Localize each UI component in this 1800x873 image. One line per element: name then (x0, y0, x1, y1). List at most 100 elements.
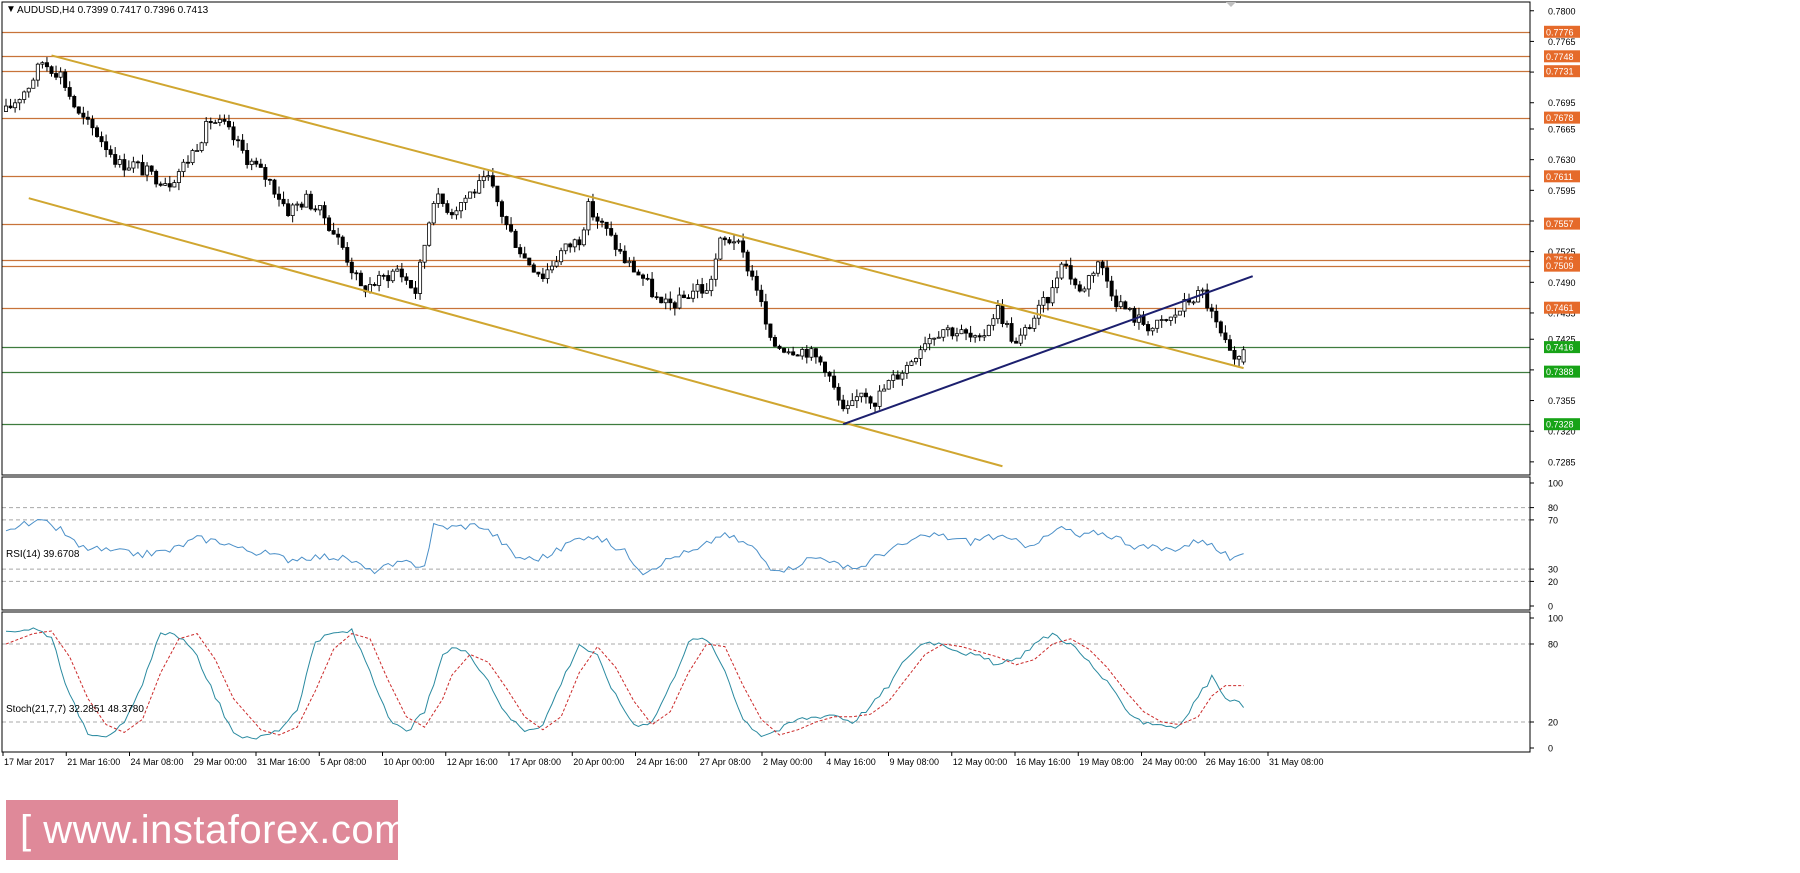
candle-body (463, 197, 468, 203)
candle-body (727, 239, 732, 244)
candle-body (254, 160, 259, 165)
shift-marker-icon (1226, 2, 1236, 7)
candle-body (13, 102, 18, 109)
candle-body (436, 193, 441, 204)
candle-body (668, 298, 673, 304)
candle-body (240, 139, 245, 151)
candle-body (1218, 321, 1223, 334)
candle-body (126, 167, 131, 171)
candle-body (600, 220, 605, 223)
candle-body (167, 183, 172, 188)
candle-body (8, 105, 13, 109)
candle-body (1177, 310, 1182, 316)
candle-body (327, 217, 332, 231)
candle-body (236, 139, 241, 142)
candle-body (659, 296, 664, 304)
candle-body (185, 161, 190, 164)
candle-body (741, 240, 746, 253)
candle-body (395, 268, 400, 272)
time-axis-label: 31 May 08:00 (1269, 757, 1324, 767)
candle-body (108, 149, 113, 155)
candle-body (927, 338, 932, 345)
candle-body (308, 193, 313, 210)
candle-body (609, 228, 614, 236)
candle-body (918, 349, 923, 359)
candle-body (172, 182, 177, 188)
levels-layer (2, 31, 1530, 426)
candle-body (1055, 277, 1060, 289)
candle-body (336, 233, 341, 238)
candle-body (1009, 323, 1014, 342)
candle-body (832, 375, 837, 388)
candle-body (700, 284, 705, 294)
candle-body (1182, 299, 1187, 312)
candle-body (1146, 324, 1151, 332)
candle-body (422, 244, 427, 263)
candle-body (331, 230, 336, 235)
candle-body (427, 222, 432, 246)
candle-body (854, 396, 859, 402)
time-axis-label: 5 Apr 08:00 (320, 757, 366, 767)
candle-body (713, 258, 718, 280)
candle-body (836, 386, 841, 401)
rsi-title: RSI(14) 39.6708 (6, 549, 80, 560)
candle-body (1050, 287, 1055, 304)
candle-body (113, 154, 118, 165)
candle-body (1227, 339, 1232, 351)
panel-frames (1, 1, 1531, 753)
candle-body (823, 361, 828, 373)
price-axis-label: 0.7490 (1548, 278, 1576, 288)
candle-body (40, 62, 45, 65)
candle-body (550, 265, 555, 271)
candle-body (81, 112, 86, 118)
time-axis-label: 12 May 00:00 (953, 757, 1008, 767)
level-price-label: 0.7328 (1546, 420, 1574, 430)
candle-body (950, 327, 955, 337)
price-axis-label: 0.7355 (1548, 396, 1576, 406)
candle-body (1000, 305, 1005, 325)
candle-body (249, 160, 254, 165)
candle-body (272, 179, 277, 195)
price-axis-label: 0.7525 (1548, 247, 1576, 257)
candle-body (627, 260, 632, 264)
candle-body (1005, 323, 1010, 325)
candle-body (618, 249, 623, 252)
candle-body (477, 180, 482, 194)
time-axis-label: 26 May 16:00 (1206, 757, 1261, 767)
level-price-tag (1544, 301, 1580, 314)
time-axis-label: 29 Mar 00:00 (194, 757, 247, 767)
time-axis-label: 17 Mar 2017 (4, 757, 55, 767)
candle-body (1114, 295, 1119, 308)
candle-body (195, 150, 200, 152)
candle-body (882, 388, 887, 392)
candle-body (777, 345, 782, 349)
level-price-tag (1544, 25, 1580, 38)
candle-body (763, 301, 768, 325)
time-axis-label: 19 May 08:00 (1079, 757, 1134, 767)
candle-body (99, 136, 104, 143)
level-price-tag (1544, 65, 1580, 78)
candle-body (604, 221, 609, 229)
candle-body (340, 236, 345, 248)
candle-body (1191, 301, 1196, 304)
candle-body (923, 343, 928, 351)
candle-body (1086, 275, 1091, 290)
candle-body (454, 210, 459, 216)
time-axis-label: 31 Mar 16:00 (257, 757, 310, 767)
candle-body (622, 250, 627, 264)
collapse-icon[interactable]: ▼ (6, 4, 16, 15)
indicator-lines (2, 507, 1530, 740)
candle-body (158, 183, 163, 186)
candle-body (1168, 316, 1173, 321)
channel-lower-line (28, 197, 1003, 468)
stoch-axis-label: 0 (1548, 744, 1553, 754)
candle-body (486, 175, 491, 178)
candle-body (527, 257, 532, 266)
candle-body (267, 178, 272, 181)
candle-body (572, 239, 577, 248)
channel-upper-line (51, 54, 1244, 370)
axes: 0.78000.77650.77300.76950.76650.76300.75… (2, 6, 1580, 767)
candle-body (1091, 272, 1096, 277)
candle-body (317, 205, 322, 211)
price-axis-label: 0.7800 (1548, 6, 1576, 16)
